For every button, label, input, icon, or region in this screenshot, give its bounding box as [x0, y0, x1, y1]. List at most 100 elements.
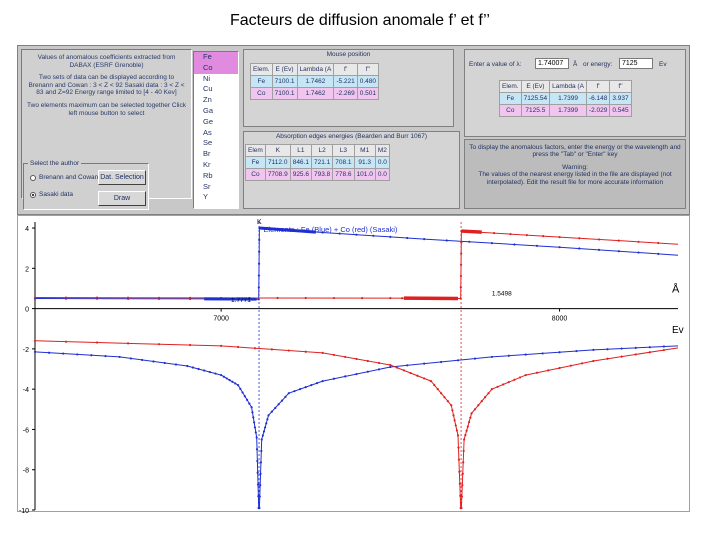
data-point [460, 495, 463, 498]
element-item[interactable]: Zn [203, 95, 212, 105]
data-point [315, 382, 319, 385]
data-point [558, 236, 561, 239]
data-point [620, 347, 623, 350]
data-point [264, 426, 267, 429]
table-cell: 7125.54 [520, 92, 551, 105]
element-item[interactable]: Y [203, 192, 209, 202]
data-point [496, 385, 499, 388]
element-item[interactable]: Ni [203, 73, 211, 83]
data-point [214, 372, 217, 375]
data-point [473, 357, 477, 360]
element-item[interactable]: Br [203, 149, 211, 159]
element-item[interactable]: Rb [203, 170, 213, 180]
draw-button[interactable]: Draw [98, 191, 146, 206]
table-cell: Elem [245, 144, 266, 157]
warning-title: Warning: [562, 163, 588, 171]
table-cell: Elem. [250, 63, 273, 76]
data-point [248, 402, 251, 405]
data-point [558, 351, 561, 354]
data-point [468, 240, 471, 243]
data-point [48, 351, 51, 354]
table-cell: f'' [356, 63, 380, 76]
data-point [265, 422, 268, 425]
data-point [461, 484, 464, 487]
data-point [377, 368, 381, 371]
data-point [597, 248, 601, 251]
element-item[interactable]: Kr [203, 159, 211, 169]
data-point [33, 350, 37, 354]
element-item[interactable]: As [203, 127, 212, 137]
y-tick-label: -4 [23, 387, 29, 394]
data-point [637, 251, 640, 254]
data-point [606, 348, 609, 351]
table-cell: E (Ev) [271, 63, 298, 76]
radio-dot-selected[interactable] [30, 191, 36, 198]
lambda-input[interactable]: 1.74007 [535, 58, 569, 69]
data-point [581, 362, 584, 365]
data-point [256, 459, 259, 463]
data-point [250, 406, 253, 409]
data-point [126, 296, 130, 299]
data-point [473, 408, 477, 411]
element-item[interactable]: Ga [203, 105, 214, 115]
slide-title: Facteurs de diffusion anomale f’ et f’’ [230, 12, 490, 29]
element-item[interactable]: Ge [203, 116, 214, 126]
data-point [163, 361, 166, 365]
data-point [465, 429, 468, 432]
data-point [592, 348, 595, 351]
element-item[interactable]: Co [194, 62, 238, 74]
radio-sasaki[interactable]: Sasaki data [30, 191, 73, 198]
data-point [152, 360, 155, 363]
table-cell: E (Ev) [520, 80, 551, 93]
table-cell: 0.501 [356, 87, 380, 100]
data-point [423, 377, 426, 380]
x-unit-label: Ev [672, 325, 684, 336]
element-list[interactable]: Fe Co Ni Cu Zn Ga Ge As Se Br Kr Rb Sr Y [193, 51, 239, 209]
data-point [445, 239, 448, 242]
mouse-position-title: Mouse position [326, 51, 371, 58]
data-point [298, 388, 302, 391]
data-point [440, 392, 443, 395]
data-point [197, 367, 200, 371]
warning-intro: To display the anomalous factors, enter … [469, 144, 681, 159]
energy-input[interactable]: 7125 [619, 58, 653, 69]
data-point [257, 286, 260, 289]
data-point [617, 250, 620, 253]
table-cell: 778.6 [332, 168, 355, 181]
element-item[interactable]: Fe [194, 52, 238, 63]
table-cell: Lambda (A [549, 80, 587, 93]
data-point [617, 239, 620, 242]
data-point [578, 247, 581, 250]
data-point [592, 359, 595, 363]
data-point [480, 400, 483, 403]
data-point [104, 354, 107, 358]
radio-dot[interactable] [30, 174, 36, 181]
data-point [231, 380, 234, 383]
data-point [321, 231, 324, 234]
data-point [126, 342, 130, 345]
element-item[interactable]: Sr [203, 181, 211, 191]
x-tick-label: 8000 [552, 316, 568, 323]
data-point [487, 392, 490, 395]
table-cell: 3.937 [609, 92, 632, 105]
data-point [258, 250, 261, 253]
data-point [541, 352, 544, 355]
data-point [332, 377, 336, 380]
absorption-title: Absorption edges energies (Bearden and B… [275, 133, 428, 140]
table-cell: 0.0 [374, 168, 390, 181]
data-point [524, 373, 527, 377]
dat-selection-button[interactable]: Dat. Selection [98, 170, 146, 185]
data-point [245, 398, 249, 402]
data-point [518, 376, 522, 379]
data-point [141, 358, 144, 362]
data-point [542, 234, 545, 238]
data-point [220, 344, 223, 347]
data-point [558, 366, 561, 370]
element-item[interactable]: Se [203, 138, 213, 148]
table-cell: 0.480 [356, 75, 380, 88]
data-point [95, 341, 99, 344]
element-item[interactable]: Cu [203, 84, 213, 94]
radio-brenann-cowan[interactable]: Brenann and Cowan data [30, 174, 113, 181]
energy-label: or energy: [583, 61, 613, 68]
data-point [429, 380, 433, 383]
